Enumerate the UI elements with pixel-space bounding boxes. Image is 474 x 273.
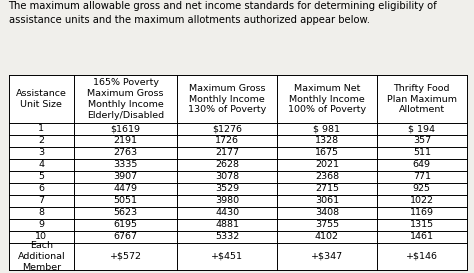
Text: +$572: +$572 [110,252,142,261]
Text: 3: 3 [38,149,45,158]
Text: 3755: 3755 [315,220,339,229]
Text: 5332: 5332 [215,232,239,241]
Text: Each
Additional
Member: Each Additional Member [18,241,65,272]
Text: 1328: 1328 [315,136,339,146]
Text: 5623: 5623 [114,208,138,217]
Text: 2368: 2368 [315,172,339,181]
Text: 1315: 1315 [410,220,434,229]
Text: $1619: $1619 [111,124,141,133]
Text: 357: 357 [413,136,431,146]
Text: 5051: 5051 [114,196,138,205]
Text: +$451: +$451 [211,252,243,261]
Text: 2021: 2021 [315,161,339,169]
Bar [9,75,467,270]
Text: 649: 649 [413,161,431,169]
Text: 2715: 2715 [315,184,339,193]
Text: Maximum Gross
Monthly Income
130% of Poverty: Maximum Gross Monthly Income 130% of Pov… [188,84,266,114]
Text: The maximum allowable gross and net income standards for determining eligibility: The maximum allowable gross and net inco… [9,1,438,25]
Text: 511: 511 [413,149,431,158]
Text: 1461: 1461 [410,232,434,241]
Text: 4: 4 [38,161,44,169]
Text: Assistance
Unit Size: Assistance Unit Size [16,89,67,109]
Text: +$347: +$347 [311,252,343,261]
Text: 4881: 4881 [215,220,239,229]
Text: 2177: 2177 [215,149,239,158]
Text: 1: 1 [38,124,44,133]
Text: 2628: 2628 [215,161,239,169]
Text: +$146: +$146 [406,252,438,261]
Text: 10: 10 [35,232,47,241]
Text: 4102: 4102 [315,232,339,241]
Text: 8: 8 [38,208,44,217]
Text: 1169: 1169 [410,208,434,217]
Text: $ 194: $ 194 [408,124,435,133]
Text: 1022: 1022 [410,196,434,205]
Text: 2763: 2763 [114,149,138,158]
Text: 5: 5 [38,172,44,181]
Text: 6: 6 [38,184,44,193]
Text: 2: 2 [38,136,44,146]
Text: 1675: 1675 [315,149,339,158]
Text: 6767: 6767 [114,232,138,241]
Text: 7: 7 [38,196,44,205]
Text: 1726: 1726 [215,136,239,146]
Text: 3335: 3335 [114,161,138,169]
Text: 3061: 3061 [315,196,339,205]
Text: $1276: $1276 [212,124,242,133]
Text: 3980: 3980 [215,196,239,205]
Text: 925: 925 [413,184,431,193]
Text: 771: 771 [413,172,431,181]
Text: Maximum Net
Monthly Income
100% of Poverty: Maximum Net Monthly Income 100% of Pover… [288,84,366,114]
Text: 4479: 4479 [114,184,138,193]
Text: 4430: 4430 [215,208,239,217]
Text: $ 981: $ 981 [313,124,340,133]
Text: 3907: 3907 [114,172,138,181]
Text: 9: 9 [38,220,44,229]
Text: 3408: 3408 [315,208,339,217]
Text: 2191: 2191 [114,136,138,146]
Text: Thrifty Food
Plan Maximum
Allotment: Thrifty Food Plan Maximum Allotment [387,84,457,114]
Text: 6195: 6195 [114,220,138,229]
Text: 3529: 3529 [215,184,239,193]
Text: 3078: 3078 [215,172,239,181]
Text: 165% Poverty
Maximum Gross
Monthly Income
Elderly/Disabled: 165% Poverty Maximum Gross Monthly Incom… [87,78,164,120]
